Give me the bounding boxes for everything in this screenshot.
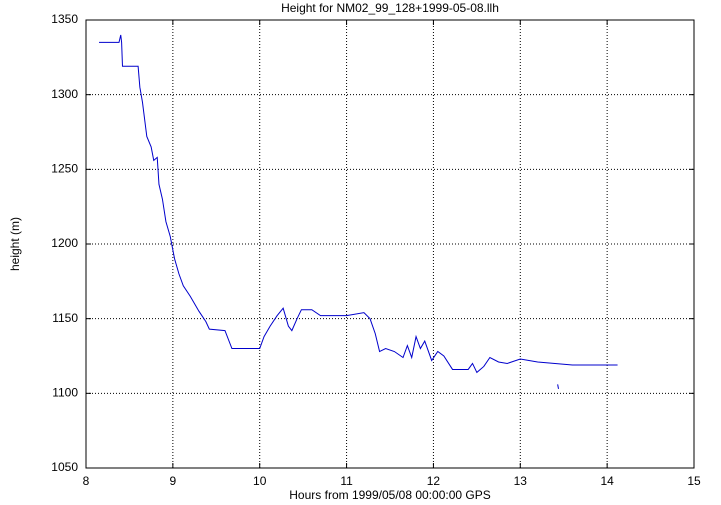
x-tick-label: 10 <box>253 474 267 488</box>
x-tick-label: 9 <box>170 474 177 488</box>
x-tick-label: 8 <box>83 474 90 488</box>
plot-frame <box>85 19 695 469</box>
y-tick-label: 1100 <box>52 386 78 400</box>
y-tick-label: 1050 <box>51 460 78 474</box>
x-tick-label: 14 <box>600 474 614 488</box>
y-tick-label: 1150 <box>52 311 78 325</box>
data-line <box>99 34 618 374</box>
x-tick-label: 11 <box>340 474 353 488</box>
chart-title: Height for NM02_99_128+1999-05-08.llh <box>281 1 499 15</box>
x-axis-label: Hours from 1999/05/08 00:00:00 GPS <box>289 488 490 502</box>
x-tick-label: 15 <box>687 474 701 488</box>
y-axis-label: height (m) <box>8 217 22 271</box>
y-tick-label: 1350 <box>51 12 78 26</box>
x-tick-label: 13 <box>514 474 528 488</box>
x-tick-label: 12 <box>427 474 441 488</box>
y-tick-label: 1300 <box>51 87 78 101</box>
data-line <box>557 384 559 389</box>
y-tick-label: 1200 <box>51 236 78 250</box>
y-tick-label: 1250 <box>51 162 78 176</box>
